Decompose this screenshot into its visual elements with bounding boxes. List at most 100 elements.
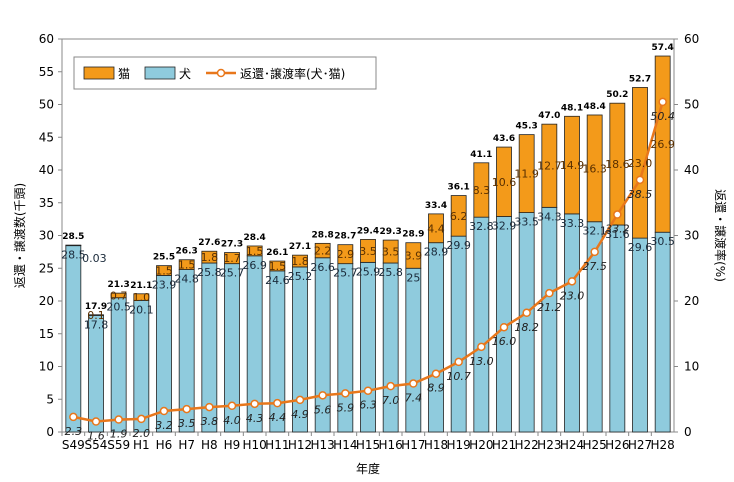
rate-value-label: 5.6 (314, 403, 332, 416)
total-label: 28.4 (244, 233, 266, 243)
cat-value-label: 1.7 (223, 252, 241, 265)
x-tick-label: H11 (265, 438, 289, 452)
bar-dog (405, 267, 422, 433)
rate-point (613, 210, 622, 219)
cat-value-label: 3.9 (405, 249, 423, 262)
x-tick-label: H6 (156, 438, 173, 452)
x-tick-label: H22 (515, 438, 539, 452)
legend-marker-rate (216, 68, 226, 78)
rate-point (137, 414, 146, 424)
x-tick-label: H25 (583, 438, 607, 452)
total-label: 27.3 (221, 240, 243, 250)
bar-dog (632, 237, 648, 433)
rate-value-label: 5.9 (337, 401, 355, 414)
y-tick-label: 10 (39, 360, 54, 374)
total-label: 21.3 (108, 280, 130, 290)
y2-tick-label: 20 (684, 294, 699, 308)
x-tick-label: H16 (379, 438, 403, 452)
cat-value-label: 4.4 (427, 222, 445, 235)
bar-cat (428, 213, 444, 244)
dog-value-label: 29.9 (446, 239, 471, 252)
rate-point (545, 288, 554, 298)
rate-point (341, 389, 350, 398)
rate-point (658, 97, 667, 107)
dog-value-label: 25.7 (333, 267, 358, 280)
bar-dog (428, 242, 444, 433)
dog-value-label: 33.3 (560, 217, 585, 230)
dog-value-label: 32.8 (469, 220, 494, 233)
rate-point (499, 322, 509, 332)
cat-value-label: 3.5 (359, 245, 377, 258)
rate-line-layer (69, 97, 667, 426)
x-tick-label: H14 (333, 438, 357, 452)
bar-cat (564, 115, 580, 215)
cat-value-label: 0.7 (110, 289, 128, 302)
dog-value-label: 17.8 (84, 318, 109, 331)
cat-value-label: 26.9 (650, 138, 675, 151)
bar-cat (269, 260, 286, 272)
rate-point (431, 369, 441, 378)
dog-value-label: 25.8 (378, 266, 403, 279)
bar-cat (609, 102, 626, 226)
y-tick-label: 15 (39, 327, 54, 341)
y-tick-label: 25 (39, 261, 54, 275)
cat-value-label: 1.8 (201, 251, 219, 264)
rate-value-label: 13.0 (469, 355, 494, 368)
bar-cat (496, 146, 512, 217)
total-label: 26.1 (266, 248, 288, 258)
rate-point (635, 175, 645, 185)
total-label: 57.4 (652, 43, 674, 53)
legend-swatch-cat (83, 66, 115, 80)
total-label: 29.3 (380, 227, 402, 237)
x-tick-label: H12 (288, 438, 312, 452)
legend-swatch-dog (144, 66, 176, 80)
total-label: 45.3 (516, 122, 538, 132)
dog-value-label: 28.9 (424, 246, 449, 259)
rate-value-label: 16.0 (492, 335, 517, 348)
total-label: 21.1 (130, 281, 152, 291)
dog-value-label: 20.5 (106, 301, 131, 314)
total-label: 27.6 (198, 238, 220, 248)
total-label: 26.3 (176, 247, 198, 257)
rate-point (114, 415, 123, 424)
rate-value-label: 1.6 (87, 430, 105, 443)
x-tick-label: H21 (492, 438, 516, 452)
dog-value-label: 20.1 (129, 303, 154, 316)
x-tick-label: H7 (178, 438, 195, 452)
rate-point (318, 391, 327, 400)
rate-point (273, 398, 282, 408)
cat-value-label: 23.0 (628, 157, 653, 170)
bar-cat (337, 244, 354, 265)
rate-value-label: 4.0 (223, 414, 241, 427)
cat-value-label: 1.8 (291, 255, 309, 268)
cat-value-label: 10.6 (492, 176, 517, 189)
x-tick-label: S59 (107, 438, 130, 452)
cat-value-label: 2.2 (314, 245, 332, 258)
bar-cat (65, 244, 82, 247)
dog-value-label: 24.8 (174, 273, 199, 286)
total-label: 17.9 (85, 302, 107, 312)
bar-cat (224, 252, 240, 265)
bar-cat (292, 254, 308, 268)
y-tick-label: 20 (39, 294, 54, 308)
axes-layer: 0 5 10 15 20 25 30 35 40 45 50 55 60 0 10 20 30 40 50 60 S49… (12, 32, 728, 476)
y-tick-label: 35 (39, 196, 54, 210)
bar-cat (88, 314, 104, 316)
bar-dog (110, 297, 127, 433)
bar-cat (586, 114, 603, 223)
rate-value-label: 6.3 (359, 399, 377, 412)
bar-cat (473, 162, 490, 218)
legend-label-rate: 返還･譲渡率(犬･猫) (240, 66, 345, 81)
total-label: 48.4 (584, 102, 606, 112)
dog-value-label: 34.3 (537, 210, 562, 223)
bar-cat (632, 87, 648, 239)
bar-dog (133, 299, 150, 433)
rate-value-label: 8.9 (427, 382, 445, 395)
y-axis-title: 返還・譲渡数(千頭) (12, 183, 27, 288)
dog-value-label: 23.9 (152, 278, 177, 291)
rate-value-label: 27.5 (582, 260, 607, 273)
dog-value-label: 26.9 (242, 259, 267, 272)
rate-point (205, 402, 214, 412)
x-tick-label: H18 (424, 438, 448, 452)
